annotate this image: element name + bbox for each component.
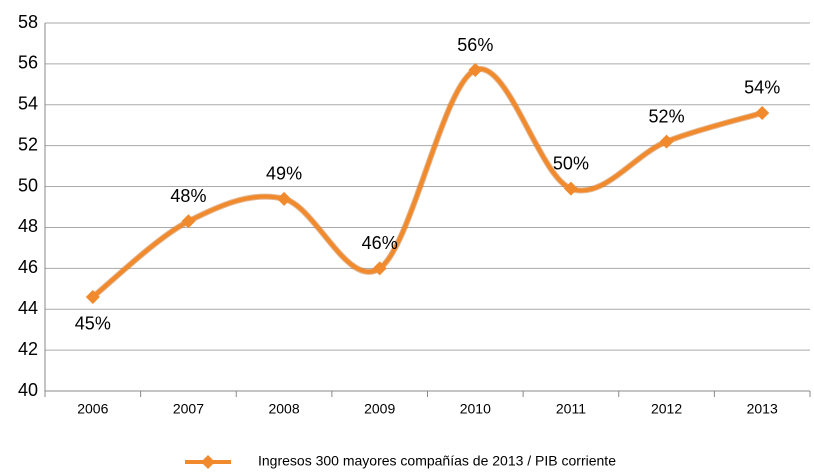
marker — [85, 289, 100, 304]
x-tick-label: 2006 — [77, 401, 108, 417]
x-tick-label: 2010 — [460, 401, 491, 417]
marker — [181, 214, 196, 229]
data-label: 46% — [362, 233, 398, 253]
legend-label: Ingresos 300 mayores compañías de 2013 /… — [258, 453, 616, 469]
marker — [372, 261, 387, 276]
data-label: 45% — [75, 314, 111, 334]
y-tick-label: 48 — [18, 216, 38, 236]
data-label: 48% — [170, 186, 206, 206]
x-tick-label: 2008 — [268, 401, 299, 417]
y-tick-label: 44 — [18, 298, 38, 318]
data-label: 50% — [553, 153, 589, 173]
y-tick-label: 56 — [18, 53, 38, 73]
x-tick-label: 2012 — [651, 401, 682, 417]
y-tick-label: 42 — [18, 339, 38, 359]
marker — [659, 134, 674, 149]
data-label: 49% — [266, 164, 302, 184]
x-tick-label: 2013 — [747, 401, 778, 417]
marker — [563, 181, 578, 196]
x-tick-label: 2011 — [556, 401, 586, 417]
x-tick-label: 2007 — [173, 401, 204, 417]
x-tick-label: 2009 — [364, 401, 395, 417]
data-label: 52% — [649, 106, 685, 126]
y-tick-label: 54 — [18, 94, 38, 114]
y-tick-label: 52 — [18, 134, 38, 154]
marker — [468, 63, 483, 78]
legend-marker — [201, 455, 215, 469]
marker — [755, 105, 770, 120]
y-tick-label: 46 — [18, 257, 38, 277]
data-label: 56% — [457, 35, 493, 55]
y-tick-label: 58 — [18, 12, 38, 32]
line — [90, 66, 764, 300]
y-tick-label: 50 — [18, 175, 38, 195]
line-inner — [91, 67, 763, 299]
marker — [277, 191, 292, 206]
y-tick-label: 40 — [18, 380, 38, 400]
data-label: 54% — [744, 78, 780, 98]
